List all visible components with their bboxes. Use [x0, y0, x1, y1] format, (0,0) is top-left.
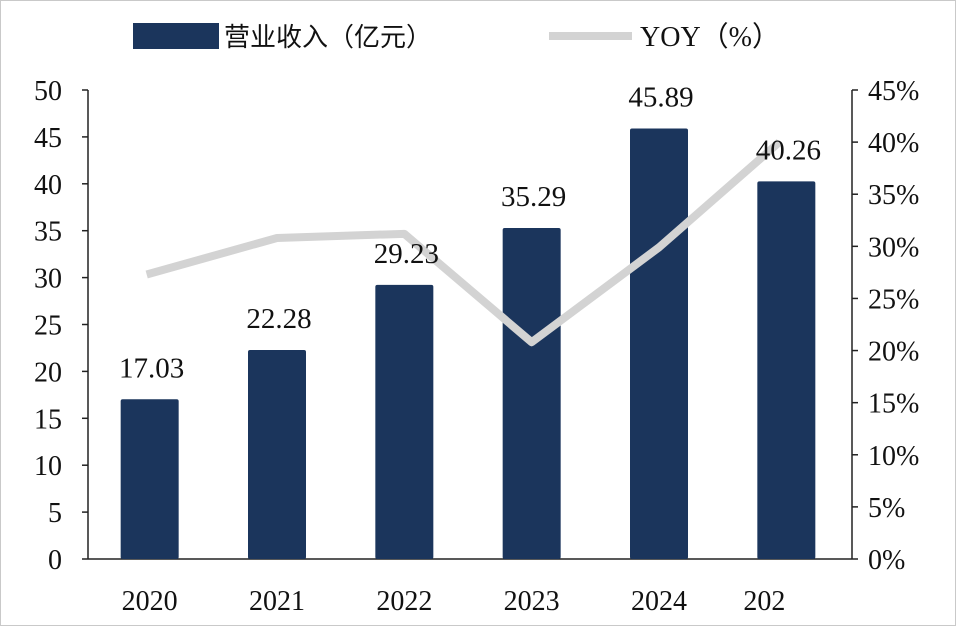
left-tick-label: 5: [48, 498, 62, 529]
left-axis-ticks: 0 5 10 15 20 25 30 35 40 45 50: [34, 76, 88, 576]
legend-line-label: YOY（%）: [640, 21, 780, 53]
right-tick-label: 10%: [868, 441, 919, 472]
bar-value-label: 22.28: [246, 303, 311, 335]
bar: [630, 128, 688, 559]
left-tick-label: 40: [34, 170, 62, 201]
x-category-label: 2020: [122, 586, 178, 617]
x-axis-category-labels: 2020 2021 2022 2023 2024 202: [122, 586, 786, 617]
right-tick-label: 45%: [868, 76, 919, 107]
right-tick-label: 20%: [868, 337, 919, 368]
legend-bar-label: 营业收入（亿元）: [224, 23, 432, 53]
yoy-line: [145, 139, 782, 347]
bar-value-label: 40.26: [756, 134, 821, 166]
bar: [502, 227, 561, 559]
right-tick-label: 25%: [868, 284, 919, 315]
left-tick-label: 45: [34, 123, 62, 154]
right-tick-label: 30%: [868, 232, 919, 263]
legend: 营业收入（亿元） YOY（%）: [133, 21, 780, 53]
bar-value-label: 35.29: [501, 181, 566, 213]
left-tick-label: 20: [34, 357, 62, 388]
bar: [120, 399, 179, 559]
bar-value-label: 17.03: [119, 352, 184, 384]
bar: [757, 181, 816, 559]
left-tick-label: 0: [48, 545, 62, 576]
bar: [375, 284, 434, 559]
bar-value-label: 29.23: [374, 238, 439, 270]
bar-series: [120, 128, 816, 559]
right-tick-label: 40%: [868, 128, 919, 159]
x-category-label: 2021: [249, 586, 305, 617]
left-tick-label: 35: [34, 217, 62, 248]
x-category-label: 2024: [631, 586, 687, 617]
right-axis-ticks: 0% 5% 10% 15% 20% 25% 30% 35% 40% 45%: [852, 76, 919, 576]
x-category-label: 2022: [376, 586, 432, 617]
left-tick-label: 10: [34, 451, 62, 482]
left-tick-label: 30: [34, 264, 62, 295]
bar-data-labels: 17.03 22.28 29.23 35.29 45.89 40.26: [119, 82, 821, 385]
right-tick-label: 0%: [868, 545, 905, 576]
right-tick-label: 35%: [868, 180, 919, 211]
left-tick-label: 15: [34, 404, 62, 435]
x-category-label: 2023: [504, 586, 560, 617]
x-category-label: 202: [743, 586, 785, 617]
left-tick-label: 25: [34, 311, 62, 342]
legend-bar-swatch: [133, 23, 219, 49]
bar-value-label: 45.89: [628, 82, 693, 114]
right-tick-label: 5%: [868, 493, 905, 524]
bar: [248, 350, 306, 559]
right-tick-label: 15%: [868, 389, 919, 420]
yoy-line-series: [145, 139, 782, 347]
left-tick-label: 50: [34, 76, 62, 107]
